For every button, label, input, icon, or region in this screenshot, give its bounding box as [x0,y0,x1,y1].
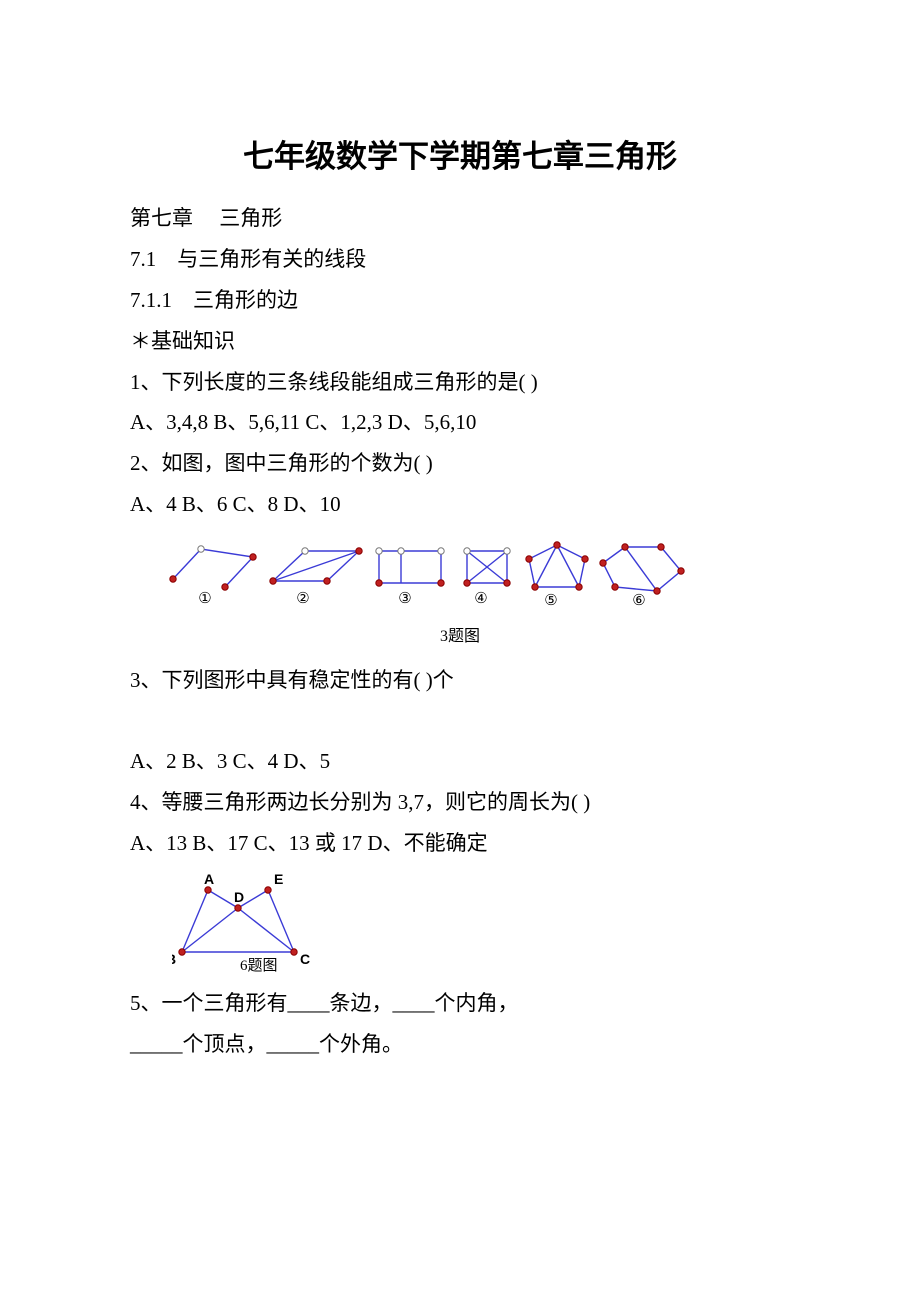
question-2: 2、如图，图中三角形的个数为( ) [130,443,790,484]
figure3-caption: 3题图 [130,622,790,646]
svg-text:②: ② [296,591,309,607]
question-5-line2: _____个顶点，_____个外角。 [130,1024,790,1065]
question-1: 1、下列长度的三条线段能组成三角形的是( ) [130,362,790,403]
svg-text:E: E [274,874,283,887]
subsection-heading: 7.1.1 三角形的边 [130,280,790,321]
basis-heading: ＊基础知识 [130,321,790,362]
svg-text:③: ③ [398,591,411,607]
svg-text:6题图: 6题图 [240,957,278,974]
svg-text:①: ① [198,591,211,607]
shapes-row-svg: ① ② ③ ④ ⑤ ⑥ [165,537,765,615]
question-4-options: A、13 B、17 C、13 或 17 D、不能确定 [130,823,790,864]
section-heading: 7.1 与三角形有关的线段 [130,239,790,280]
document-page: 七年级数学下学期第七章三角形 第七章 三角形 7.1 与三角形有关的线段 7.1… [0,0,920,1125]
question-3-options: A、2 B、3 C、4 D、5 [130,741,790,782]
question-3: 3、下列图形中具有稳定性的有( )个 [130,660,790,701]
svg-text:A: A [204,874,214,887]
question-2-options: A、4 B、6 C、8 D、10 [130,484,790,525]
svg-text:⑥: ⑥ [632,593,645,609]
page-title: 七年级数学下学期第七章三角形 [130,131,790,176]
svg-text:④: ④ [474,591,487,607]
svg-text:⑤: ⑤ [544,593,557,609]
figure-row-q3: ① ② ③ ④ ⑤ ⑥ [165,537,790,620]
chapter-heading: 第七章 三角形 [130,198,790,239]
triangle-figure-svg: A E D B C 6题图 [172,874,362,974]
question-1-options: A、3,4,8 B、5,6,11 C、1,2,3 D、5,6,10 [130,402,790,443]
svg-text:D: D [234,889,244,905]
spacer [130,701,790,741]
question-4: 4、等腰三角形两边长分别为 3,7，则它的周长为( ) [130,782,790,823]
svg-text:B: B [172,951,176,967]
svg-text:C: C [300,951,310,967]
question-5-line1: 5、一个三角形有____条边，____个内角， [130,983,790,1024]
figure-q6: A E D B C 6题图 [172,874,790,979]
